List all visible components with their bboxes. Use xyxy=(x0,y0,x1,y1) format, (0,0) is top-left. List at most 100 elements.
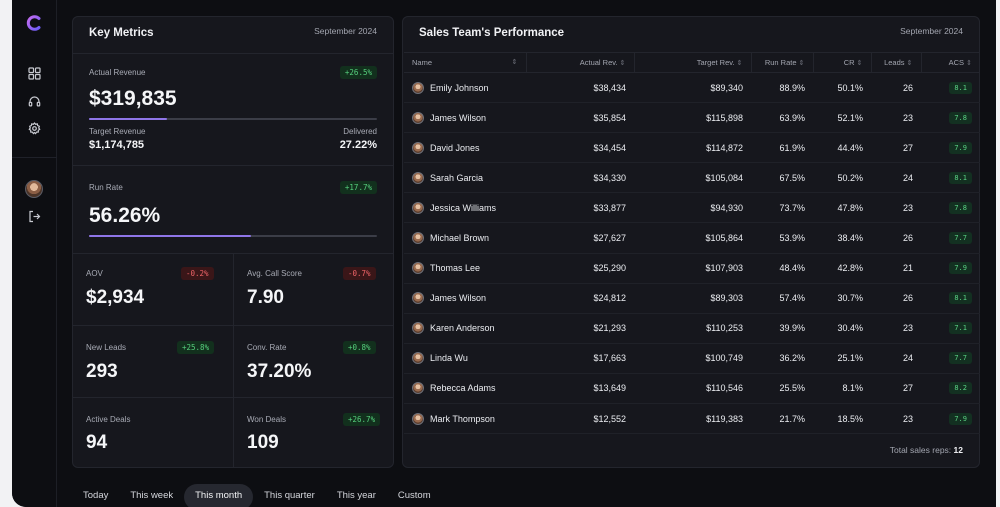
user-avatar[interactable] xyxy=(25,180,43,198)
actual-rev-cell: $21,293 xyxy=(526,313,634,344)
range-custom[interactable]: Custom xyxy=(397,490,431,501)
rep-avatar xyxy=(412,382,424,395)
acs-badge: 8.1 xyxy=(949,171,972,184)
rep-avatar xyxy=(412,412,424,425)
column-header-actual-rev[interactable]: Actual Rev. ⇕ xyxy=(526,52,635,73)
name-cell: Rebecca Adams xyxy=(404,373,526,405)
conv-rate-change: +0.8% xyxy=(343,341,376,354)
logout-icon[interactable] xyxy=(25,207,43,225)
total-sales-reps-value: 12 xyxy=(953,445,963,455)
sales-team-table-body: Emily Johnson $38,434 $89,340 88.9% 50.1% 26 8… xyxy=(404,72,980,435)
acs-badge: 7.9 xyxy=(949,262,972,275)
cr-cell: 47.8% xyxy=(813,192,871,224)
acs-badge: 7.7 xyxy=(949,232,972,245)
name-wrap: Mark Thompson xyxy=(412,412,518,425)
leads-cell: 23 xyxy=(871,192,921,224)
sort-icon[interactable]: ⇕ xyxy=(619,60,626,67)
table-row[interactable]: Jessica Williams $33,877 $94,930 73.7% 47.8%… xyxy=(404,192,980,224)
cr-cell: 30.7% xyxy=(813,283,871,314)
actual-rev-cell: $17,663 xyxy=(526,343,634,374)
column-header-label: CR xyxy=(843,58,855,67)
rep-name: Rebecca Adams xyxy=(430,383,496,394)
column-header-target-rev[interactable]: Target Rev. ⇕ xyxy=(634,52,752,73)
table-row[interactable]: Rebecca Adams $13,649 $110,546 25.5% 8.1% 27 8… xyxy=(404,373,980,405)
rep-name: Linda Wu xyxy=(430,353,468,364)
table-row[interactable]: Michael Brown $27,627 $105,864 53.9% 38.4% 26… xyxy=(404,222,980,254)
rep-avatar xyxy=(412,352,424,365)
acs-cell: 7.7 xyxy=(921,343,980,374)
table-row[interactable]: James Wilson $35,854 $115,898 63.9% 52.1% 23 7… xyxy=(404,102,980,134)
column-header-leads[interactable]: Leads ⇕ xyxy=(871,52,922,73)
range-this-year[interactable]: This year xyxy=(336,490,376,501)
range-this-week[interactable]: This week xyxy=(130,490,174,501)
key-metrics-card: Key Metrics September 2024 Actual Revenu… xyxy=(72,16,394,468)
actual-revenue-label: Actual Revenue xyxy=(89,68,146,77)
run-rate-label: Run Rate xyxy=(89,183,123,192)
rep-avatar xyxy=(412,141,424,154)
delivered-value: 27.22% xyxy=(339,139,377,151)
run-rate-change: +17.7% xyxy=(339,181,377,194)
leads-cell: 21 xyxy=(871,253,921,284)
run-rate-progress-fill xyxy=(89,235,252,237)
run-rate-progress xyxy=(89,235,377,237)
column-header-label: Leads xyxy=(884,58,905,67)
sort-icon[interactable]: ⇕ xyxy=(511,59,518,66)
cr-cell: 8.1% xyxy=(813,373,871,405)
cr-cell: 52.1% xyxy=(813,102,871,134)
range-this-month[interactable]: This month xyxy=(184,484,254,507)
logo-icon[interactable] xyxy=(25,14,43,32)
actual-rev-cell: $35,854 xyxy=(526,102,634,134)
gear-icon[interactable] xyxy=(25,119,43,137)
sort-icon[interactable]: ⇕ xyxy=(798,60,805,67)
actual-rev-cell: $13,649 xyxy=(526,373,634,405)
headset-icon[interactable] xyxy=(25,92,43,110)
sort-icon[interactable]: ⇕ xyxy=(906,60,913,67)
target-rev-cell: $110,546 xyxy=(634,373,751,405)
aov-change: -0.2% xyxy=(181,267,214,280)
table-row[interactable]: Karen Anderson $21,293 $110,253 39.9% 30.4% 2… xyxy=(404,313,980,344)
table-row[interactable]: Emily Johnson $38,434 $89,340 88.9% 50.1% 26 8… xyxy=(404,72,980,104)
table-row[interactable]: Sarah Garcia $34,330 $105,084 67.5% 50.2% 24 8… xyxy=(404,162,980,194)
table-header-row: Name ⇕ Actual Rev. ⇕ Target Rev. ⇕ Run R… xyxy=(404,52,980,73)
actual-rev-cell: $38,434 xyxy=(526,72,634,104)
table-row[interactable]: David Jones $34,454 $114,872 61.9% 44.4% 27 7.… xyxy=(404,132,980,164)
run-rate-cell: 67.5% xyxy=(751,162,813,194)
column-header-run-rate[interactable]: Run Rate ⇕ xyxy=(751,52,814,73)
rep-avatar xyxy=(412,171,424,184)
range-this-quarter[interactable]: This quarter xyxy=(264,490,315,501)
name-cell: Karen Anderson xyxy=(404,313,526,344)
column-header-name[interactable]: Name ⇕ xyxy=(404,52,527,73)
name-wrap: Jessica Williams xyxy=(412,201,518,214)
rep-name: Jessica Williams xyxy=(430,202,497,213)
cr-cell: 42.8% xyxy=(813,253,871,284)
sort-icon[interactable]: ⇕ xyxy=(736,60,743,67)
range-today[interactable]: Today xyxy=(83,490,109,501)
grid-icon[interactable] xyxy=(25,64,43,82)
target-rev-cell: $100,749 xyxy=(634,343,751,374)
table-row[interactable]: James Wilson $24,812 $89,303 57.4% 30.7% 26 8.… xyxy=(404,283,980,314)
table-row[interactable]: Thomas Lee $25,290 $107,903 48.4% 42.8% 21 7.9 xyxy=(404,253,980,284)
sort-icon[interactable]: ⇕ xyxy=(856,60,863,67)
target-rev-cell: $94,930 xyxy=(634,192,751,224)
target-revenue-label: Target Revenue xyxy=(89,127,146,136)
sort-icon[interactable]: ⇕ xyxy=(966,60,972,67)
rep-name: Sarah Garcia xyxy=(430,172,484,183)
table-row[interactable]: Mark Thompson $12,552 $119,383 21.7% 18.5% 23… xyxy=(404,403,980,435)
table-row[interactable]: Linda Wu $17,663 $100,749 36.2% 25.1% 24 7.7 xyxy=(404,343,980,374)
delivered-label: Delivered xyxy=(343,127,377,136)
actual-rev-cell: $33,877 xyxy=(526,192,634,224)
name-cell: Emily Johnson xyxy=(404,72,526,104)
column-header-cr[interactable]: CR ⇕ xyxy=(813,52,872,73)
name-wrap: David Jones xyxy=(412,141,518,154)
name-wrap: Rebecca Adams xyxy=(412,382,518,395)
rep-name: Karen Anderson xyxy=(430,323,495,334)
name-cell: Sarah Garcia xyxy=(404,162,526,194)
name-wrap: James Wilson xyxy=(412,292,518,305)
leads-cell: 23 xyxy=(871,313,921,344)
cr-cell: 44.4% xyxy=(813,132,871,164)
acs-badge: 7.9 xyxy=(949,412,972,425)
column-header-acs[interactable]: ACS ⇕ xyxy=(921,52,980,73)
cr-cell: 38.4% xyxy=(813,222,871,254)
name-wrap: Linda Wu xyxy=(412,352,518,365)
won-deals-value: 109 xyxy=(247,432,279,453)
